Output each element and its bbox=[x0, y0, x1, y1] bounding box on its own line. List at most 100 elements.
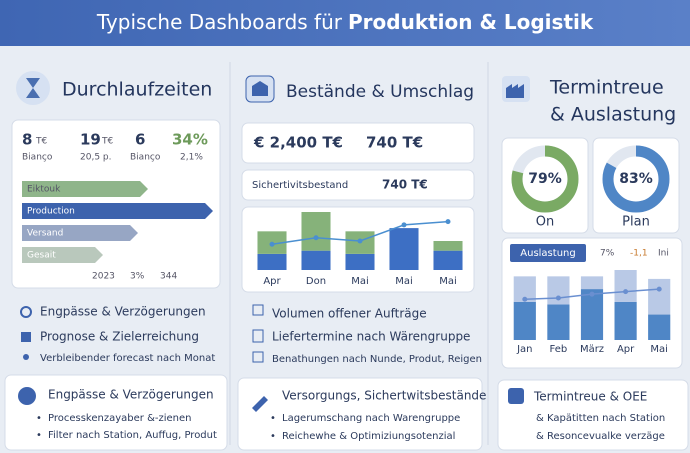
kpi-unit: T€ bbox=[101, 137, 113, 147]
kpi-sub: 2,1% bbox=[180, 153, 203, 163]
kpi-sub: Bianço bbox=[22, 153, 53, 163]
trend-point bbox=[623, 289, 629, 295]
card-bullet: Processkenzayaber &-zienen bbox=[48, 413, 192, 424]
card-bullet: & Resoncevualke verzäge bbox=[536, 431, 665, 442]
list-item: Liefertermine nach Wärengruppe bbox=[272, 330, 470, 344]
card-icon bbox=[252, 396, 268, 412]
bullet: • bbox=[270, 413, 276, 424]
list-item: Engpässe & Verzögerungen bbox=[40, 305, 206, 319]
safety-value: 740 T€ bbox=[382, 178, 428, 192]
hourglass-icon bbox=[26, 78, 40, 98]
gauge-value: 83% bbox=[619, 171, 653, 187]
stage-label: Eiktouk bbox=[27, 185, 61, 195]
trend-point bbox=[445, 219, 451, 225]
page-title: Typische Dashboards für Produktion & Logi… bbox=[96, 10, 594, 34]
kpi-value: 6 bbox=[135, 131, 145, 149]
feature-card bbox=[237, 377, 483, 451]
x-tick-label: Feb bbox=[550, 344, 568, 355]
trend-point bbox=[555, 295, 561, 301]
trend-point bbox=[589, 291, 595, 297]
kpi-sub: 20,5 p. bbox=[80, 153, 111, 163]
bullet: • bbox=[36, 430, 42, 441]
section-title: & Auslastung bbox=[550, 104, 676, 126]
list-icon bbox=[23, 354, 29, 360]
list-icon bbox=[252, 329, 264, 343]
gauge-arc bbox=[511, 145, 579, 213]
bar-segment bbox=[513, 301, 536, 340]
section-title: Termintreue bbox=[549, 77, 664, 99]
stat: -1,1 bbox=[630, 249, 648, 259]
title-bold: Produktion & Logistik bbox=[348, 10, 594, 34]
trend-point bbox=[357, 238, 363, 244]
stage-bar bbox=[22, 203, 213, 219]
list-item: Volumen offener Aufträge bbox=[272, 307, 427, 321]
stage-label: Versand bbox=[27, 229, 63, 239]
warehouse-icon bbox=[252, 81, 268, 96]
bullet: • bbox=[270, 431, 276, 442]
bar-segment bbox=[433, 250, 463, 270]
kpi-value: 740 T€ bbox=[366, 134, 423, 152]
kpi-card bbox=[241, 122, 475, 164]
gauge-label: Plan bbox=[622, 215, 650, 230]
card-icon bbox=[18, 387, 36, 405]
bar-segment bbox=[301, 250, 331, 270]
list-icon bbox=[21, 332, 31, 342]
safety-label: Sichertivitsbestand bbox=[252, 180, 348, 191]
list-item: Prognose & Zielerreichung bbox=[40, 330, 199, 344]
x-tick-label: Mai bbox=[395, 276, 413, 287]
kpi-value: 34% bbox=[172, 131, 208, 149]
trend-point bbox=[522, 296, 528, 302]
bar-segment bbox=[257, 253, 287, 270]
stage-label: Gesait bbox=[27, 251, 56, 261]
list-icon bbox=[252, 304, 264, 316]
list-icon bbox=[252, 351, 264, 363]
kpi-value: 8 bbox=[22, 131, 32, 149]
bar-segment bbox=[614, 301, 637, 340]
stage-label: Production bbox=[27, 207, 75, 217]
feature-card bbox=[4, 374, 228, 451]
x-tick-label: Mai bbox=[650, 344, 668, 355]
section-title: Bestände & Umschlag bbox=[286, 82, 474, 102]
bar-segment bbox=[513, 276, 536, 302]
x-tick-label: Don bbox=[306, 276, 326, 287]
stat: 7% bbox=[600, 249, 615, 259]
stage-bar bbox=[22, 247, 103, 263]
feature-card bbox=[497, 379, 689, 451]
card-bullet: Filter nach Station, Auffug, Produt bbox=[48, 430, 217, 441]
bar-segment bbox=[547, 304, 570, 340]
list-item: Benathungen nach Nunde, Produt, Reigen bbox=[272, 354, 482, 365]
card-bullet: Lagerumschang nach Warengruppe bbox=[282, 413, 460, 424]
footer-label: 344 bbox=[160, 272, 177, 282]
x-tick-label: Mai bbox=[439, 276, 457, 287]
card-bullet: Reichewhe & Optimiziungsotenzial bbox=[282, 431, 455, 442]
trend-point bbox=[313, 235, 319, 241]
list-icon bbox=[20, 306, 32, 318]
factory-icon bbox=[506, 84, 524, 98]
bar-segment bbox=[345, 253, 375, 270]
bar-segment bbox=[301, 212, 331, 251]
footer-label: 2023 bbox=[92, 272, 115, 282]
trend-point bbox=[401, 222, 407, 228]
kpi-value: 19 bbox=[80, 131, 101, 149]
gauge-value: 79% bbox=[528, 171, 562, 187]
bar-segment bbox=[433, 241, 463, 251]
stat: Ini bbox=[658, 249, 669, 259]
bar-segment bbox=[580, 289, 604, 340]
bar-segment bbox=[389, 228, 419, 270]
bar-segment bbox=[614, 270, 637, 302]
title-plain: Typische Dashboards für bbox=[96, 10, 343, 34]
card-title: Engpässe & Verzögerungen bbox=[48, 388, 214, 402]
list-item: Verbleibender forecast nach Monat bbox=[40, 353, 215, 364]
card-title: Termintreue & OEE bbox=[533, 390, 647, 404]
safety-card bbox=[241, 169, 475, 201]
kpi-unit: T€ bbox=[35, 137, 47, 147]
gauge-arc bbox=[602, 145, 670, 213]
kpi-sub: Bianço bbox=[130, 153, 161, 163]
tab-label: Auslastung bbox=[520, 248, 575, 259]
bar-segment bbox=[580, 276, 604, 290]
gauge-label: On bbox=[536, 215, 554, 230]
x-tick-label: März bbox=[580, 344, 604, 355]
kpi-value: € 2,400 T€ bbox=[253, 134, 343, 152]
footer-label: 3% bbox=[130, 272, 145, 282]
